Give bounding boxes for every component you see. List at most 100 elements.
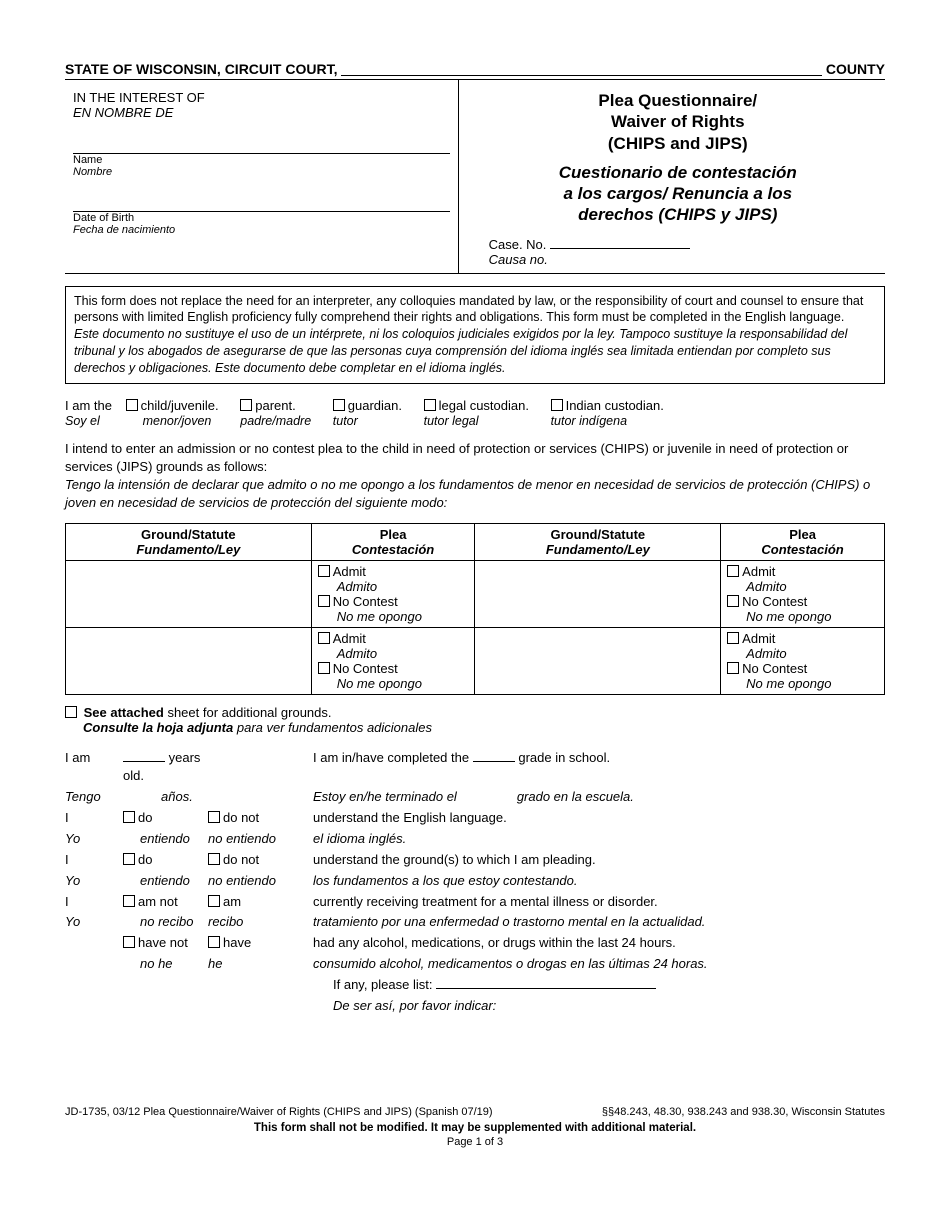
title-es-1: Cuestionario de contestación	[559, 163, 797, 182]
questions-block: I am years old. I am in/have completed t…	[65, 749, 885, 1016]
entiendo-2: entiendo	[140, 873, 190, 888]
see-attached-es-rest: para ver fundamentos adicionales	[233, 720, 432, 735]
checkbox-admit[interactable]	[727, 632, 739, 644]
checkbox-parent[interactable]	[240, 399, 252, 411]
state-court-label: STATE OF WISCONSIN, CIRCUIT COURT,	[65, 61, 337, 77]
role-child-es: menor/joven	[126, 414, 219, 428]
checkbox-nocontest[interactable]	[318, 662, 330, 674]
dob-input-line[interactable]	[73, 184, 450, 212]
checkbox-donot-english[interactable]	[208, 811, 220, 823]
checkbox-donot-grounds[interactable]	[208, 853, 220, 865]
see-attached-row: See attached sheet for additional ground…	[65, 705, 885, 735]
plea-cell: Admit Admito No Contest No me opongo	[311, 627, 475, 694]
role-legal-en: legal custodian.	[439, 398, 529, 413]
do-1: do	[138, 810, 152, 825]
dob-label-en: Date of Birth	[73, 212, 450, 224]
checkbox-admit[interactable]	[318, 632, 330, 644]
yo-1: Yo	[65, 831, 80, 846]
plea-en2: Plea	[789, 527, 816, 542]
footer-page: Page 1 of 3	[65, 1136, 885, 1148]
age-es-2: años.	[161, 789, 193, 804]
checkbox-legal-custodian[interactable]	[424, 399, 436, 411]
see-attached-es-bold: Consulte la hoja adjunta	[83, 720, 233, 735]
caption-right: Plea Questionnaire/ Waiver of Rights (CH…	[459, 80, 885, 273]
checkbox-nocontest[interactable]	[318, 595, 330, 607]
noentiendo-2: no entiendo	[208, 873, 276, 888]
ground-en: Ground	[141, 527, 188, 542]
th-ground-1: Ground/Statute Fundamento/Ley	[66, 523, 312, 560]
checkbox-indian-custodian[interactable]	[551, 399, 563, 411]
checkbox-havenot-alc[interactable]	[123, 936, 135, 948]
ground-cell[interactable]	[66, 627, 312, 694]
plea-cell: Admit Admito No Contest No me opongo	[721, 627, 885, 694]
i-3: I	[65, 894, 69, 909]
ifany-es: De ser así, por favor indicar:	[333, 998, 496, 1013]
notice-en: This form does not replace the need for …	[74, 294, 863, 325]
case-no-input[interactable]	[550, 236, 690, 249]
grade-input[interactable]	[473, 750, 515, 762]
role-child-en: child/juvenile.	[141, 398, 219, 413]
recibo: recibo	[208, 914, 243, 929]
interest-en: IN THE INTEREST OF	[73, 90, 450, 105]
footer-center: This form shall not be modified. It may …	[65, 1122, 885, 1134]
checkbox-child[interactable]	[126, 399, 138, 411]
checkbox-nocontest[interactable]	[727, 595, 739, 607]
treat-es: tratamiento por una enfermedad o trastor…	[313, 914, 705, 929]
donot-2: do not	[223, 852, 259, 867]
table-row: Admit Admito No Contest No me opongo Adm…	[66, 627, 885, 694]
i-2: I	[65, 852, 69, 867]
nocontest-en: No Contest	[742, 661, 807, 676]
age-input[interactable]	[123, 750, 165, 762]
am: am	[223, 894, 241, 909]
role-parent-es: padre/madre	[240, 414, 311, 428]
role-guardian-en: guardian.	[348, 398, 402, 413]
table-row: Admit Admito No Contest No me opongo Adm…	[66, 560, 885, 627]
checkbox-do-english[interactable]	[123, 811, 135, 823]
checkbox-have-alc[interactable]	[208, 936, 220, 948]
checkbox-guardian[interactable]	[333, 399, 345, 411]
county-blank[interactable]	[341, 62, 821, 76]
plea-cell: Admit Admito No Contest No me opongo	[721, 560, 885, 627]
ground-es2: Fundamento/Ley	[546, 542, 650, 557]
nocontest-es: No me opongo	[318, 609, 469, 624]
noentiendo-1: no entiendo	[208, 831, 276, 846]
understand-en: understand the English language.	[313, 810, 507, 825]
nocontest-en: No Contest	[333, 661, 398, 676]
nohe: no he	[140, 956, 173, 971]
role-legal-es: tutor legal	[424, 414, 529, 428]
intent-es: Tengo la intensión de declarar que admit…	[65, 477, 870, 510]
checkbox-am-treat[interactable]	[208, 895, 220, 907]
role-lead-en: I am the	[65, 398, 112, 413]
plea-es: Contestación	[352, 542, 434, 557]
name-label-es: Nombre	[73, 166, 450, 178]
checkbox-see-attached[interactable]	[65, 706, 77, 718]
statute-en2: Statute	[601, 527, 645, 542]
checkbox-admit[interactable]	[727, 565, 739, 577]
title-en-2: Waiver of Rights	[611, 112, 745, 131]
checkbox-nocontest[interactable]	[727, 662, 739, 674]
treat-en: currently receiving treatment for a ment…	[313, 894, 658, 909]
statute-en: Statute	[192, 527, 236, 542]
yo-3: Yo	[65, 914, 80, 929]
role-guardian-es: tutor	[333, 414, 402, 428]
intent-en: I intend to enter an admission or no con…	[65, 441, 848, 474]
footer-right: §§48.243, 48.30, 938.243 and 938.30, Wis…	[602, 1106, 885, 1118]
ground-cell[interactable]	[66, 560, 312, 627]
checkbox-admit[interactable]	[318, 565, 330, 577]
checkbox-do-grounds[interactable]	[123, 853, 135, 865]
admit-es: Admito	[727, 646, 878, 661]
checkbox-amnot-treat[interactable]	[123, 895, 135, 907]
admit-en: Admit	[742, 564, 775, 579]
ground-cell[interactable]	[475, 627, 721, 694]
plea-table: Ground/Statute Fundamento/Ley Plea Conte…	[65, 523, 885, 695]
admit-es: Admito	[318, 646, 469, 661]
donot-1: do not	[223, 810, 259, 825]
ground-cell[interactable]	[475, 560, 721, 627]
case-caption-block: IN THE INTEREST OF EN NOMBRE DE Name Nom…	[65, 80, 885, 274]
name-input-line[interactable]	[73, 126, 450, 154]
norecibo: no recibo	[140, 914, 193, 929]
title-es-3: derechos (CHIPS y JIPS)	[578, 205, 777, 224]
alc-es: consumido alcohol, medicamentos o drogas…	[313, 956, 708, 971]
ifany-input[interactable]	[436, 976, 656, 989]
ground-en2: Ground	[551, 527, 598, 542]
